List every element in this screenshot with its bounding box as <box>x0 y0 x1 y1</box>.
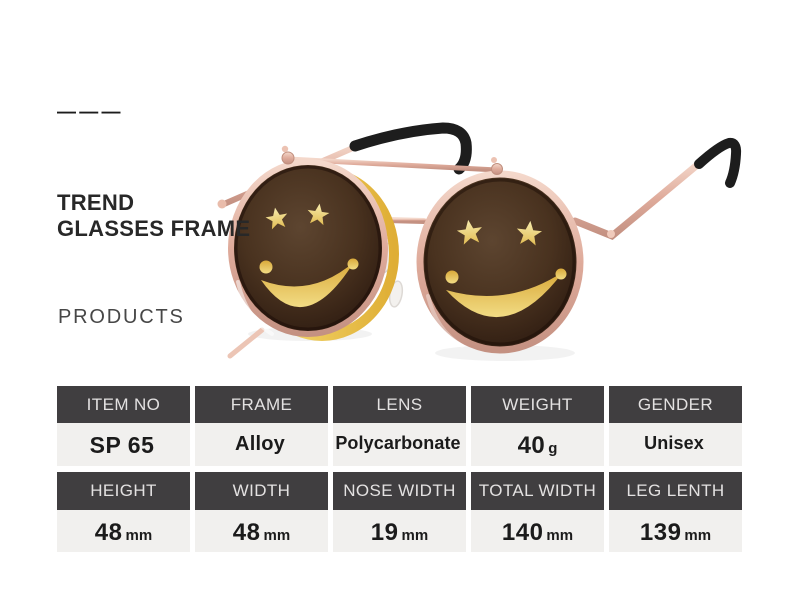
spec-value-width: 48 mm <box>195 510 328 552</box>
smile-icon <box>347 258 359 270</box>
spec-header-lens: LENS <box>333 386 466 423</box>
spec-header-weight: WEIGHT <box>471 386 604 423</box>
smile-icon <box>446 272 563 318</box>
spec-header-gender: GENDER <box>609 386 742 423</box>
value-text: SP 65 <box>89 432 155 458</box>
value-unit: mm <box>684 527 712 544</box>
value-text: 140 <box>501 519 544 546</box>
spec-value-nose-width: 19 mm <box>333 510 466 552</box>
value-unit: mm <box>125 527 153 544</box>
spec-header-nose-width: NOSE WIDTH <box>333 472 466 510</box>
page-title-line1: TREND <box>57 190 135 215</box>
value-unit: mm <box>263 527 291 544</box>
left-lens <box>228 159 388 337</box>
value-text: 19 <box>370 519 399 546</box>
spec-value-row-1: SP 65 Alloy Polycarbonate 40 g Unisex <box>57 423 742 466</box>
spec-value-height: 48 mm <box>57 510 190 552</box>
spec-value-frame: Alloy <box>195 423 328 466</box>
decorative-dashes: — — — <box>57 102 121 123</box>
value-unit: mm <box>401 527 429 544</box>
spec-header-total-width: TOTAL WIDTH <box>471 472 604 510</box>
value-text: 139 <box>639 519 682 546</box>
right-temple-arm <box>571 157 706 241</box>
left-temple-end <box>227 327 265 359</box>
value-text: Unisex <box>644 433 704 453</box>
page-title: TREND GLASSES FRAME <box>57 190 250 243</box>
spec-value-gender: Unisex <box>609 423 742 466</box>
spec-value-lens: Polycarbonate <box>333 423 466 466</box>
products-label: PRODUCTS <box>58 306 185 328</box>
spec-header-row-2: HEIGHT WIDTH NOSE WIDTH TOTAL WIDTH LEG … <box>57 472 742 510</box>
value-text: 48 <box>232 519 261 546</box>
smile-icon <box>259 260 273 274</box>
spec-header-frame: FRAME <box>195 386 328 423</box>
right-temple-tip <box>694 137 742 188</box>
left-temple-tip <box>349 122 472 175</box>
spec-value-total-width: 140 mm <box>471 510 604 552</box>
rim-highlight <box>236 280 274 336</box>
spec-value-item-no: SP 65 <box>57 423 190 466</box>
smile-icon <box>261 262 354 308</box>
spec-value-leg-length: 139 mm <box>609 510 742 552</box>
flip-hinges <box>281 145 503 175</box>
spec-header-leg-length: LEG LENTH <box>609 472 742 510</box>
left-temple-hinge <box>217 199 227 209</box>
value-text: Alloy <box>235 433 285 455</box>
spec-table: ITEM NO FRAME LENS WEIGHT GENDER SP 65 A… <box>57 386 742 552</box>
value-text: Polycarbonate <box>335 433 461 453</box>
smile-icon <box>555 268 567 280</box>
spec-header-item-no: ITEM NO <box>57 386 190 423</box>
value-unit: g <box>548 440 558 457</box>
value-unit: mm <box>546 527 574 544</box>
spec-value-row-2: 48 mm 48 mm 19 mm 140 mm 139 mm <box>57 510 742 552</box>
spec-header-width: WIDTH <box>195 472 328 510</box>
spec-header-row-1: ITEM NO FRAME LENS WEIGHT GENDER <box>57 386 742 423</box>
right-temple-hinge <box>607 230 615 238</box>
spec-header-height: HEIGHT <box>57 472 190 510</box>
value-text: 48 <box>94 519 123 546</box>
smile-icon <box>445 270 459 284</box>
rim-highlight <box>426 294 464 348</box>
spec-value-weight: 40 g <box>471 423 604 466</box>
page-title-line2: GLASSES FRAME <box>57 216 251 242</box>
value-text: 40 <box>517 432 546 459</box>
right-lens <box>416 170 584 354</box>
